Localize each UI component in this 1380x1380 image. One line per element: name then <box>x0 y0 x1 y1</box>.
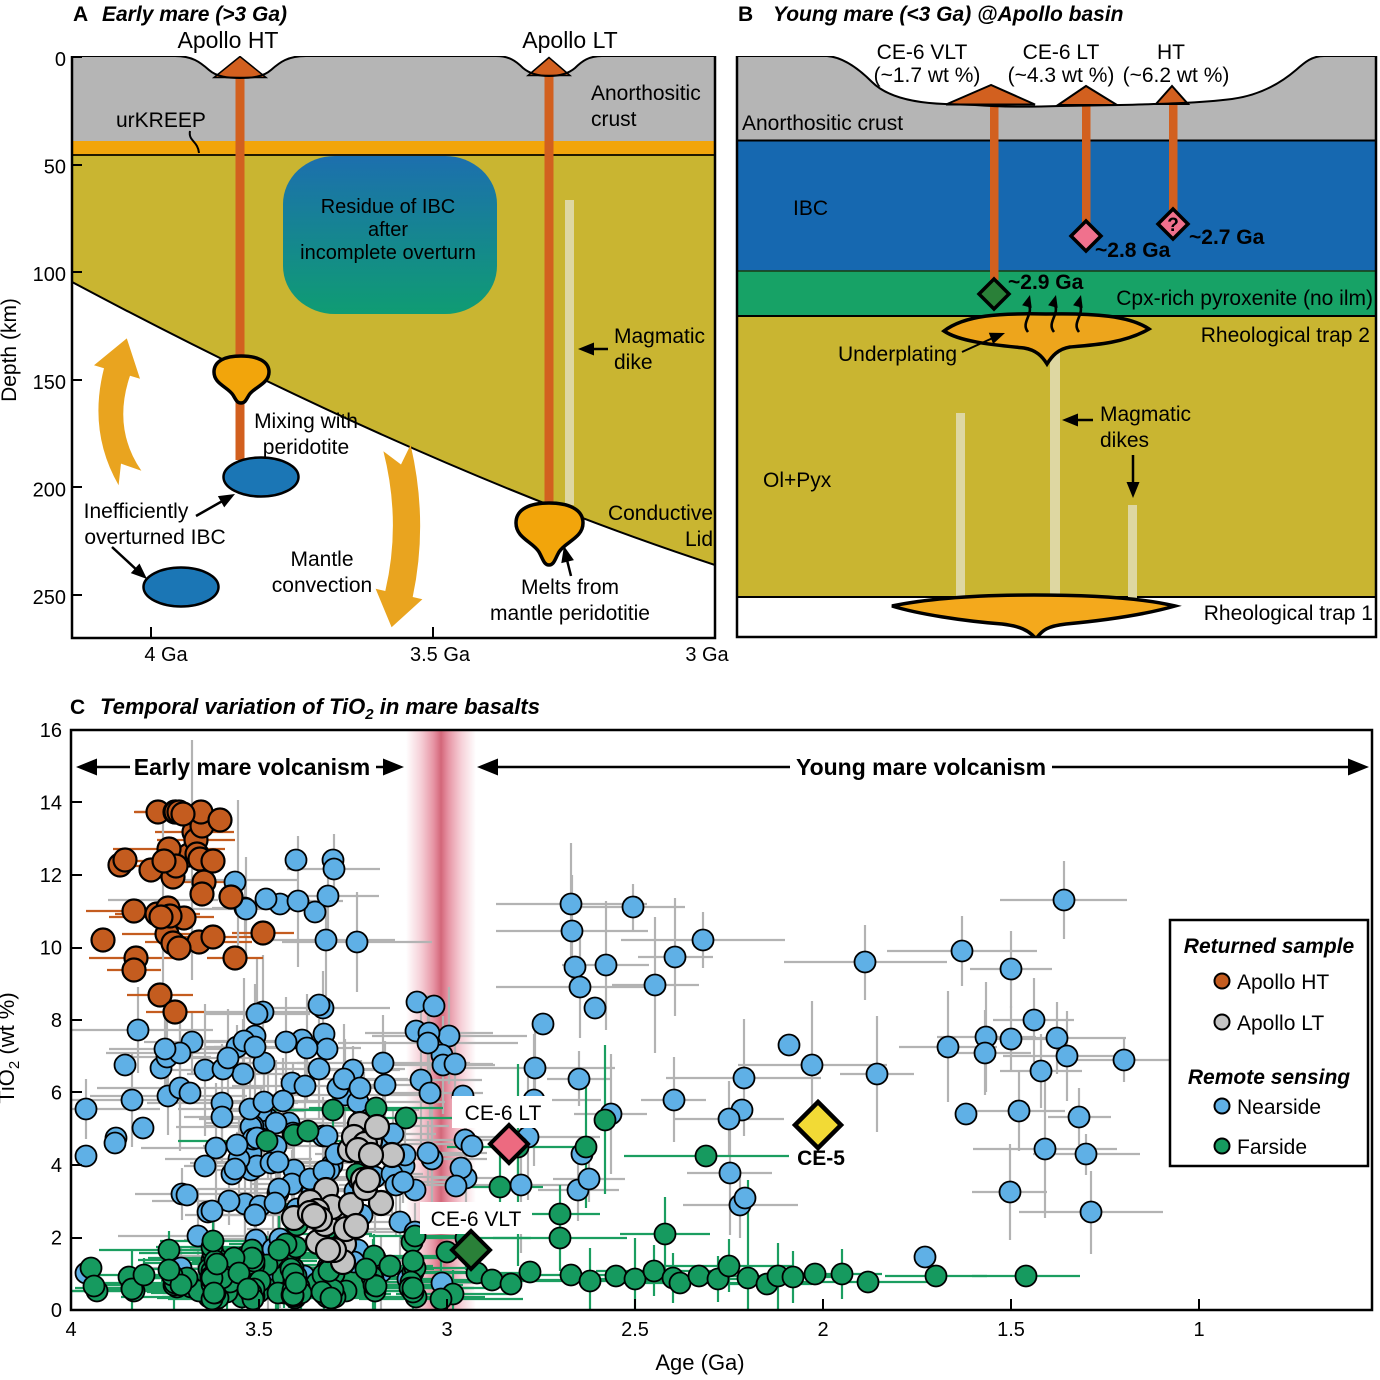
svg-text:3 Ga: 3 Ga <box>685 644 729 666</box>
svg-text:peridotite: peridotite <box>263 436 349 459</box>
svg-text:4: 4 <box>51 1155 62 1177</box>
svg-text:overturned IBC: overturned IBC <box>84 526 225 549</box>
svg-text:Cpx-rich pyroxenite (no ilm): Cpx-rich pyroxenite (no ilm) <box>1116 287 1373 310</box>
svg-text:10: 10 <box>40 938 62 960</box>
svg-text:mantle peridotitie: mantle peridotitie <box>490 602 650 625</box>
svg-text:TiO2 (wt %): TiO2 (wt %) <box>0 992 23 1103</box>
svg-text:Young mare (<3 Ga) @Apollo bas: Young mare (<3 Ga) @Apollo basin <box>773 3 1124 26</box>
svg-text:(~1.7 wt %): (~1.7 wt %) <box>874 64 981 87</box>
svg-text:convection: convection <box>272 574 372 597</box>
svg-text:~2.8 Ga: ~2.8 Ga <box>1095 239 1171 262</box>
svg-text:Rheological trap 2: Rheological trap 2 <box>1201 324 1370 347</box>
svg-text:HT: HT <box>1157 41 1185 64</box>
svg-text:8: 8 <box>51 1010 62 1032</box>
svg-text:(~6.2 wt %): (~6.2 wt %) <box>1123 64 1230 87</box>
svg-text:Nearside: Nearside <box>1237 1096 1321 1119</box>
svg-text:4: 4 <box>65 1319 76 1341</box>
svg-text:0: 0 <box>51 1300 62 1322</box>
svg-text:3.5: 3.5 <box>245 1319 273 1341</box>
svg-text:Farside: Farside <box>1237 1136 1307 1159</box>
svg-text:urKREEP: urKREEP <box>116 109 206 132</box>
svg-text:Apollo HT: Apollo HT <box>1237 971 1329 994</box>
svg-text:CE-6 VLT: CE-6 VLT <box>877 41 968 64</box>
svg-text:Young mare volcanism: Young mare volcanism <box>796 754 1046 780</box>
svg-text:4 Ga: 4 Ga <box>144 644 188 666</box>
svg-text:CE-6 VLT: CE-6 VLT <box>431 1208 522 1231</box>
svg-text:(~4.3 wt %): (~4.3 wt %) <box>1008 64 1115 87</box>
svg-text:incomplete overturn: incomplete overturn <box>300 242 476 264</box>
svg-text:3.5 Ga: 3.5 Ga <box>410 644 471 666</box>
svg-text:CE-6 LT: CE-6 LT <box>1023 41 1100 64</box>
svg-text:Underplating: Underplating <box>838 343 957 366</box>
svg-text:~2.7 Ga: ~2.7 Ga <box>1189 226 1265 249</box>
svg-text:12: 12 <box>40 865 62 887</box>
svg-text:after: after <box>368 219 408 241</box>
svg-text:2.5: 2.5 <box>621 1319 649 1341</box>
svg-text:?: ? <box>1167 215 1179 236</box>
svg-text:Anorthositic crust: Anorthositic crust <box>742 112 903 135</box>
svg-text:Mantle: Mantle <box>290 548 353 571</box>
svg-text:Residue of IBC: Residue of IBC <box>321 196 456 218</box>
svg-text:50: 50 <box>44 157 66 179</box>
svg-text:Apollo LT: Apollo LT <box>1237 1012 1324 1035</box>
svg-text:2: 2 <box>817 1319 828 1341</box>
svg-text:CE-5: CE-5 <box>797 1147 845 1170</box>
svg-text:Lid: Lid <box>685 528 713 551</box>
svg-text:Magmatic: Magmatic <box>1100 403 1191 426</box>
svg-text:Apollo LT: Apollo LT <box>522 27 617 53</box>
svg-text:Rheological trap 1: Rheological trap 1 <box>1204 602 1373 625</box>
svg-text:C: C <box>70 696 85 719</box>
svg-text:200: 200 <box>33 479 66 501</box>
svg-text:crust: crust <box>591 108 637 131</box>
svg-text:3: 3 <box>441 1319 452 1341</box>
svg-text:Inefficiently: Inefficiently <box>84 500 189 523</box>
svg-text:B: B <box>738 3 753 26</box>
svg-text:Melts from: Melts from <box>521 576 619 599</box>
svg-text:150: 150 <box>33 372 66 394</box>
svg-text:Depth (km): Depth (km) <box>0 298 21 402</box>
svg-text:Remote sensing: Remote sensing <box>1188 1066 1350 1089</box>
svg-text:0: 0 <box>55 49 66 71</box>
svg-text:Ol+Pyx: Ol+Pyx <box>763 469 832 492</box>
svg-text:Mixing with: Mixing with <box>254 410 358 433</box>
svg-text:A: A <box>73 3 88 26</box>
svg-text:dikes: dikes <box>1100 429 1149 452</box>
svg-text:14: 14 <box>40 793 62 815</box>
svg-text:6: 6 <box>51 1083 62 1105</box>
svg-text:1.5: 1.5 <box>997 1319 1025 1341</box>
svg-text:250: 250 <box>33 587 66 609</box>
svg-text:Magmatic: Magmatic <box>614 325 705 348</box>
svg-text:16: 16 <box>40 720 62 742</box>
svg-text:Early mare (>3 Ga): Early mare (>3 Ga) <box>102 3 287 26</box>
svg-text:~2.9 Ga: ~2.9 Ga <box>1008 271 1084 294</box>
svg-text:Temporal variation of TiO2 in: Temporal variation of TiO2 in mare basal… <box>100 694 540 723</box>
svg-text:Anorthositic: Anorthositic <box>591 82 701 105</box>
svg-text:CE-6 LT: CE-6 LT <box>465 1102 542 1125</box>
svg-text:IBC: IBC <box>793 197 828 220</box>
svg-text:100: 100 <box>33 264 66 286</box>
svg-text:Age (Ga): Age (Ga) <box>655 1350 744 1375</box>
svg-text:2: 2 <box>51 1228 62 1250</box>
svg-text:Returned sample: Returned sample <box>1184 935 1355 958</box>
svg-text:Conductive: Conductive <box>608 502 713 525</box>
svg-text:dike: dike <box>614 351 653 374</box>
svg-text:Apollo HT: Apollo HT <box>178 27 279 53</box>
svg-text:1: 1 <box>1193 1319 1204 1341</box>
svg-text:Early mare volcanism: Early mare volcanism <box>134 754 371 780</box>
